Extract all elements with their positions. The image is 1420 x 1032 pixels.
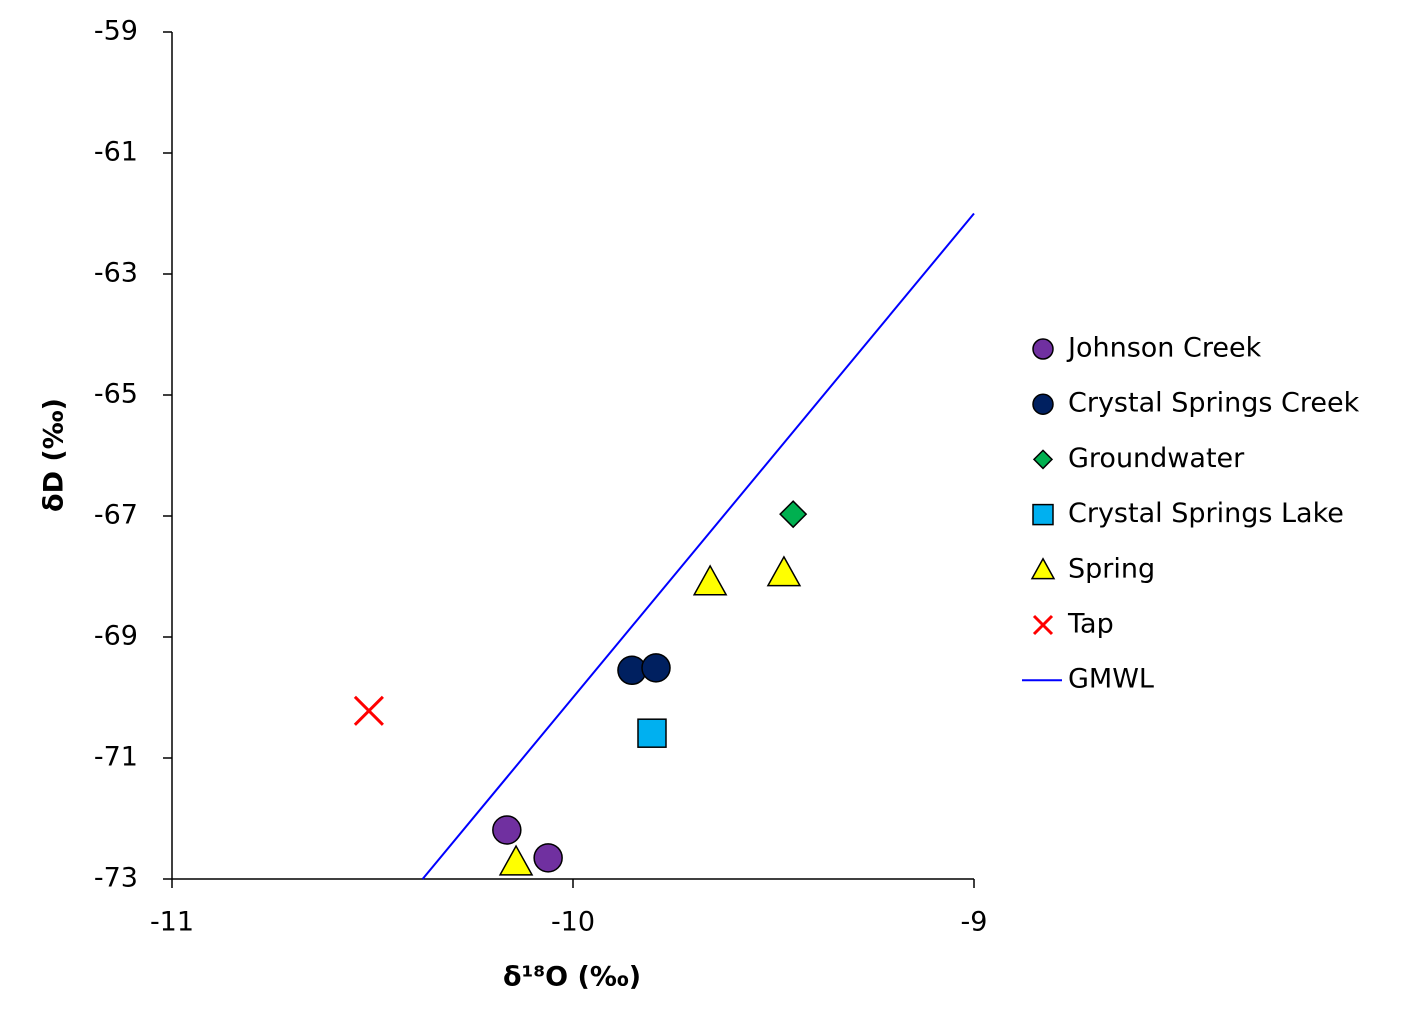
y-tick-label: -69 (94, 621, 138, 652)
y-tick-label: -65 (94, 379, 138, 410)
marker (1032, 338, 1054, 360)
marker (1032, 614, 1054, 636)
y-tick-label: -67 (94, 500, 138, 531)
legend-label: Crystal Springs Lake (1068, 498, 1344, 529)
marker (766, 555, 802, 587)
marker (637, 718, 667, 748)
marker (779, 500, 808, 529)
legend-label: Groundwater (1068, 443, 1245, 474)
legend-label: Crystal Springs Creek (1068, 388, 1360, 419)
marker (1032, 449, 1054, 470)
legend-label: Johnson Creek (1066, 333, 1262, 364)
y-tick-label: -71 (94, 742, 138, 773)
line (421, 212, 975, 880)
x-axis-label: δ¹⁸O (‰) (503, 962, 641, 993)
y-tick-label: -63 (94, 258, 138, 289)
marker (1032, 393, 1054, 415)
marker (353, 695, 384, 726)
y-tick-label: -73 (94, 863, 138, 894)
marker (492, 815, 522, 845)
y-tick-label: -59 (94, 16, 138, 47)
legend-label: Tap (1067, 609, 1114, 640)
marker (641, 653, 671, 683)
y-tick-label: -61 (94, 137, 138, 168)
legend-label: Spring (1068, 553, 1155, 584)
marker (1030, 557, 1056, 580)
x-tick-label: -11 (150, 907, 194, 938)
legend-label: GMWL (1068, 664, 1154, 695)
marker (533, 843, 563, 873)
x-tick-label: -10 (551, 907, 595, 938)
marker (498, 844, 534, 876)
x-tick-label: -9 (961, 907, 988, 938)
marker (1032, 503, 1054, 526)
marker (692, 564, 728, 596)
y-axis-label: δD (‰) (39, 398, 70, 512)
